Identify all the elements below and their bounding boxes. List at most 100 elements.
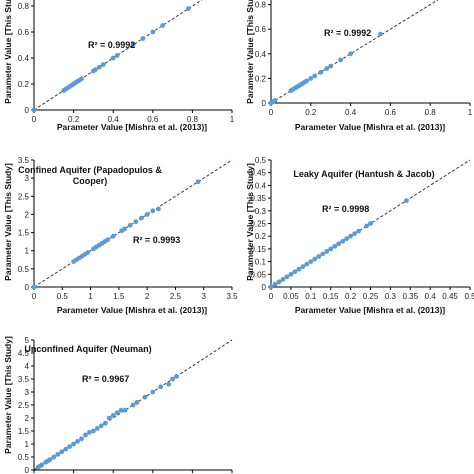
y-tick-label: 0.6 bbox=[255, 25, 267, 34]
r-squared-label: R² = 0.9998 bbox=[322, 204, 369, 214]
y-tick-label: 0 bbox=[262, 283, 267, 292]
x-axis-label: Parameter Value [Mishra et al. (2013)] bbox=[57, 122, 207, 132]
x-tick-label: 0.8 bbox=[187, 115, 199, 124]
data-point bbox=[170, 376, 176, 382]
y-tick-label: 0.3 bbox=[255, 207, 267, 216]
data-point bbox=[63, 446, 69, 452]
y-tick-label: 3.5 bbox=[18, 156, 30, 165]
data-point bbox=[158, 384, 164, 390]
data-point bbox=[268, 284, 274, 290]
x-tick-label: 1.5 bbox=[113, 292, 125, 301]
data-point bbox=[316, 254, 322, 259]
data-point bbox=[139, 215, 144, 221]
data-point bbox=[378, 31, 383, 37]
x-tick-label: 1 bbox=[88, 292, 93, 301]
x-tick-label: 0.4 bbox=[425, 292, 437, 301]
data-point bbox=[304, 78, 310, 84]
x-tick-label: 2 bbox=[145, 292, 150, 301]
data-point bbox=[280, 276, 286, 282]
y-tick-label: 0.15 bbox=[250, 245, 266, 254]
y-tick-label: 2.5 bbox=[18, 401, 30, 410]
data-point bbox=[85, 250, 91, 255]
one-to-one-line bbox=[270, 0, 439, 104]
data-point bbox=[98, 423, 104, 429]
data-point bbox=[140, 36, 146, 41]
y-tick-label: 0.5 bbox=[18, 453, 30, 462]
x-axis-label: Parameter Value [Mishra et al. (2013)] bbox=[57, 305, 207, 315]
x-tick-label: 0.4 bbox=[345, 108, 357, 117]
data-point bbox=[304, 261, 310, 267]
data-point bbox=[75, 439, 80, 444]
data-point bbox=[332, 243, 338, 249]
panel-title: Cooper) bbox=[73, 176, 108, 186]
y-tick-label: 5 bbox=[25, 336, 30, 345]
data-point bbox=[195, 179, 201, 185]
x-tick-label: 0.2 bbox=[68, 115, 80, 124]
data-point bbox=[106, 415, 112, 421]
y-tick-label: 2 bbox=[25, 414, 30, 423]
x-tick-label: 0.5 bbox=[464, 292, 474, 301]
data-point bbox=[328, 246, 334, 252]
data-point bbox=[91, 428, 96, 434]
data-point bbox=[336, 241, 342, 247]
x-tick-label: 0.2 bbox=[305, 108, 317, 117]
data-point bbox=[352, 231, 357, 237]
x-tick-label: 1 bbox=[468, 108, 473, 117]
data-point bbox=[83, 432, 88, 438]
y-tick-label: 2 bbox=[25, 210, 30, 219]
data-point bbox=[118, 407, 124, 413]
data-point bbox=[92, 67, 98, 73]
data-point bbox=[292, 269, 298, 275]
data-point bbox=[67, 444, 73, 449]
data-point bbox=[122, 407, 128, 413]
y-axis-label: Parameter Value [This Study] bbox=[3, 163, 13, 281]
y-tick-label: 0.5 bbox=[255, 156, 267, 165]
data-point bbox=[130, 42, 136, 48]
panel-title: Unconfined Aquifer (Neuman) bbox=[24, 344, 151, 354]
x-tick-label: 0.15 bbox=[323, 292, 339, 301]
data-point bbox=[272, 282, 278, 287]
x-tick-label: 0 bbox=[32, 292, 37, 301]
y-tick-label: 1.5 bbox=[18, 427, 30, 436]
chart-panel-3: 0 0.5 1 1.5 2 2.5 3 3.5 0 0.5 1 1.5 2 2.5 3 3.5 Paramete… bbox=[3, 156, 238, 315]
one-to-one-line bbox=[33, 0, 203, 111]
y-tick-label: 3 bbox=[25, 174, 30, 183]
panel-title: Confined Aquifer (Papadopulos & bbox=[18, 165, 162, 175]
x-tick-label: 0 bbox=[269, 108, 274, 117]
x-tick-label: 0.4 bbox=[108, 115, 120, 124]
data-point bbox=[59, 449, 65, 455]
data-point bbox=[31, 284, 37, 290]
x-tick-label: 0.3 bbox=[385, 292, 397, 301]
y-tick-label: 0.2 bbox=[255, 232, 267, 241]
data-point bbox=[130, 402, 136, 408]
x-tick-label: 0.45 bbox=[442, 292, 458, 301]
y-tick-label: 0.1 bbox=[255, 258, 267, 267]
data-point bbox=[288, 271, 294, 277]
data-point bbox=[174, 374, 179, 379]
data-point bbox=[272, 98, 278, 103]
data-point bbox=[320, 251, 326, 257]
data-point bbox=[186, 6, 191, 11]
data-point bbox=[79, 436, 84, 442]
y-tick-label: 1 bbox=[25, 440, 30, 449]
y-tick-label: 0 bbox=[25, 283, 30, 292]
x-tick-label: 0.2 bbox=[345, 292, 357, 301]
y-tick-label: 0.45 bbox=[250, 169, 266, 178]
data-point bbox=[51, 454, 57, 460]
y-tick-label: 0.5 bbox=[18, 265, 30, 274]
data-point bbox=[114, 53, 120, 58]
data-point bbox=[338, 57, 344, 63]
data-point bbox=[96, 64, 102, 70]
y-tick-label: 0.6 bbox=[18, 28, 30, 37]
y-tick-label: 0.4 bbox=[255, 181, 267, 190]
x-tick-label: 0.6 bbox=[147, 115, 159, 124]
x-tick-label: 0.5 bbox=[57, 292, 69, 301]
data-point bbox=[312, 256, 318, 262]
y-tick-label: 0 bbox=[25, 466, 30, 474]
data-point bbox=[356, 228, 361, 234]
data-point bbox=[150, 389, 156, 395]
y-axis-label: Parameter Value [This Study] bbox=[245, 0, 255, 104]
data-point bbox=[312, 73, 318, 79]
